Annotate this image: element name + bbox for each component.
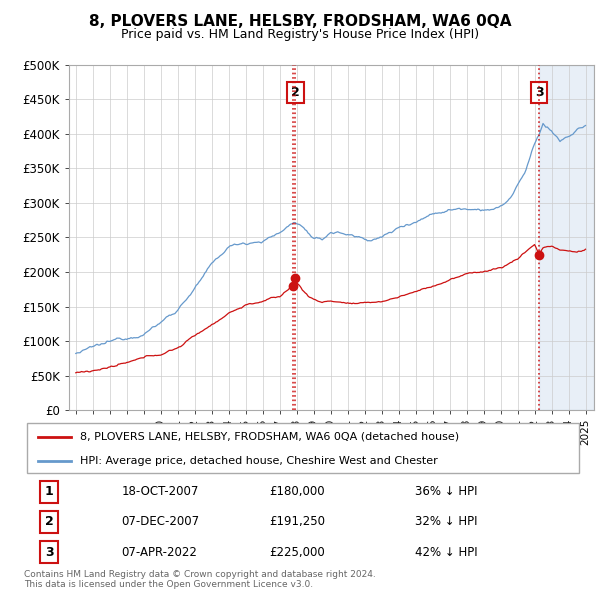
- Text: 8, PLOVERS LANE, HELSBY, FRODSHAM, WA6 0QA: 8, PLOVERS LANE, HELSBY, FRODSHAM, WA6 0…: [89, 14, 511, 29]
- Bar: [539, 65, 594, 410]
- Text: 07-DEC-2007: 07-DEC-2007: [122, 515, 200, 529]
- Text: £191,250: £191,250: [269, 515, 326, 529]
- Text: 8, PLOVERS LANE, HELSBY, FRODSHAM, WA6 0QA (detached house): 8, PLOVERS LANE, HELSBY, FRODSHAM, WA6 0…: [80, 432, 459, 442]
- Text: 2: 2: [291, 86, 300, 99]
- Text: 3: 3: [45, 546, 53, 559]
- Text: 07-APR-2022: 07-APR-2022: [122, 546, 197, 559]
- Text: Price paid vs. HM Land Registry's House Price Index (HPI): Price paid vs. HM Land Registry's House …: [121, 28, 479, 41]
- Text: Contains HM Land Registry data © Crown copyright and database right 2024.
This d: Contains HM Land Registry data © Crown c…: [24, 570, 376, 589]
- Text: £180,000: £180,000: [269, 485, 325, 498]
- Text: 3: 3: [535, 86, 544, 99]
- Text: 42% ↓ HPI: 42% ↓ HPI: [415, 546, 477, 559]
- Text: 32% ↓ HPI: 32% ↓ HPI: [415, 515, 477, 529]
- Text: 1: 1: [45, 485, 53, 498]
- Text: 36% ↓ HPI: 36% ↓ HPI: [415, 485, 477, 498]
- Text: HPI: Average price, detached house, Cheshire West and Chester: HPI: Average price, detached house, Ches…: [80, 456, 437, 466]
- FancyBboxPatch shape: [27, 424, 579, 473]
- Text: £225,000: £225,000: [269, 546, 325, 559]
- Text: 18-OCT-2007: 18-OCT-2007: [122, 485, 199, 498]
- Text: 2: 2: [45, 515, 53, 529]
